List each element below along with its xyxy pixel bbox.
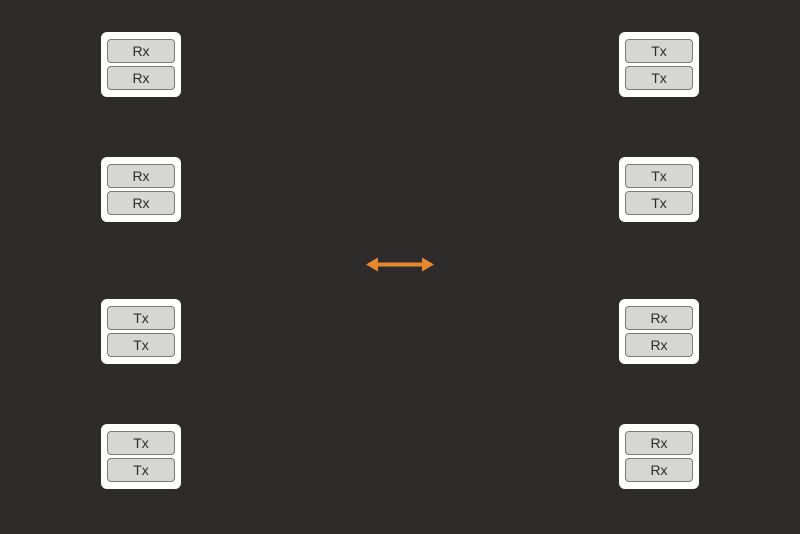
pill-label: Tx <box>625 66 693 90</box>
pill-label: Rx <box>107 191 175 215</box>
pill-label: Rx <box>625 431 693 455</box>
pill-label: Tx <box>107 306 175 330</box>
pill-label: Tx <box>107 431 175 455</box>
pill-label: Rx <box>625 306 693 330</box>
pill-label: Rx <box>625 333 693 357</box>
node-left-1: Rx Rx <box>99 155 183 224</box>
node-right-3: Rx Rx <box>617 422 701 491</box>
pill-label: Tx <box>625 164 693 188</box>
node-right-1: Tx Tx <box>617 155 701 224</box>
node-right-2: Rx Rx <box>617 297 701 366</box>
bidirectional-arrow-icon <box>364 253 436 282</box>
pill-label: Tx <box>107 333 175 357</box>
diagram-stage: Rx Rx Rx Rx Tx Tx Tx Tx Tx Tx Tx Tx Rx R… <box>0 0 800 534</box>
node-left-3: Tx Tx <box>99 422 183 491</box>
node-left-2: Tx Tx <box>99 297 183 366</box>
node-left-0: Rx Rx <box>99 30 183 99</box>
node-right-0: Tx Tx <box>617 30 701 99</box>
pill-label: Rx <box>107 66 175 90</box>
pill-label: Tx <box>107 458 175 482</box>
pill-label: Tx <box>625 191 693 215</box>
pill-label: Tx <box>625 39 693 63</box>
pill-label: Rx <box>107 39 175 63</box>
pill-label: Rx <box>107 164 175 188</box>
pill-label: Rx <box>625 458 693 482</box>
